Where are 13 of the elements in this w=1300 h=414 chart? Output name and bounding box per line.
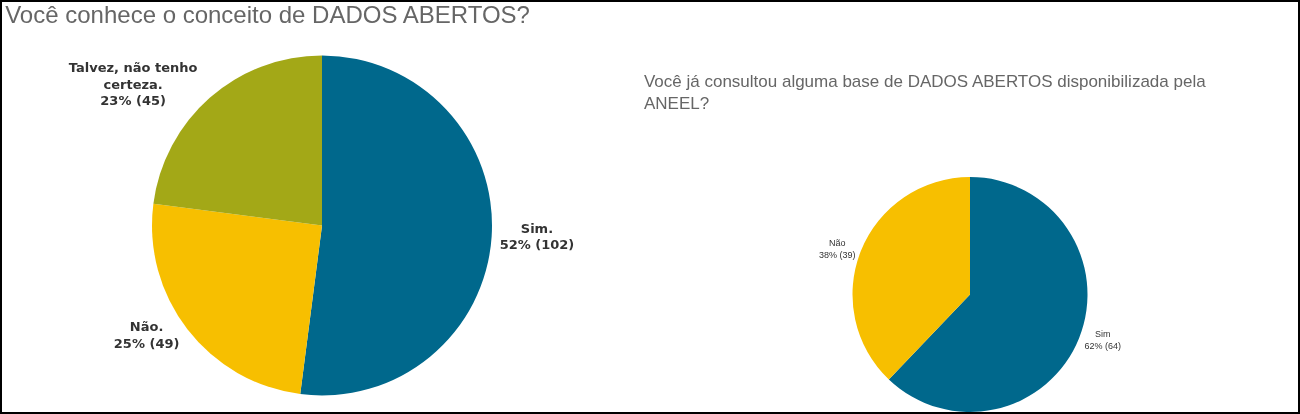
chart-title: Você já consultou alguma base de DADOS ABERTOS disponibilizada pela ANEEL? [643, 72, 1207, 114]
slice-label: Sim. [520, 220, 554, 236]
data-label: 25% (49) [113, 336, 180, 352]
data-label: 23% (45) [100, 93, 166, 109]
chart-title: Você conhece o conceito de DADOS ABERTOS? [5, 0, 530, 28]
data-label: 62% (64) [1084, 340, 1122, 351]
data-label: 38% (39) [818, 250, 856, 261]
slice-label: Talvez, não tenho certeza. [68, 59, 198, 92]
slice-label: Não. [129, 319, 164, 335]
slice-label: Não [828, 238, 846, 249]
data-label: 52% (102) [499, 237, 575, 253]
pie-slice [300, 55, 492, 396]
slice-label: Sim [1095, 328, 1111, 339]
